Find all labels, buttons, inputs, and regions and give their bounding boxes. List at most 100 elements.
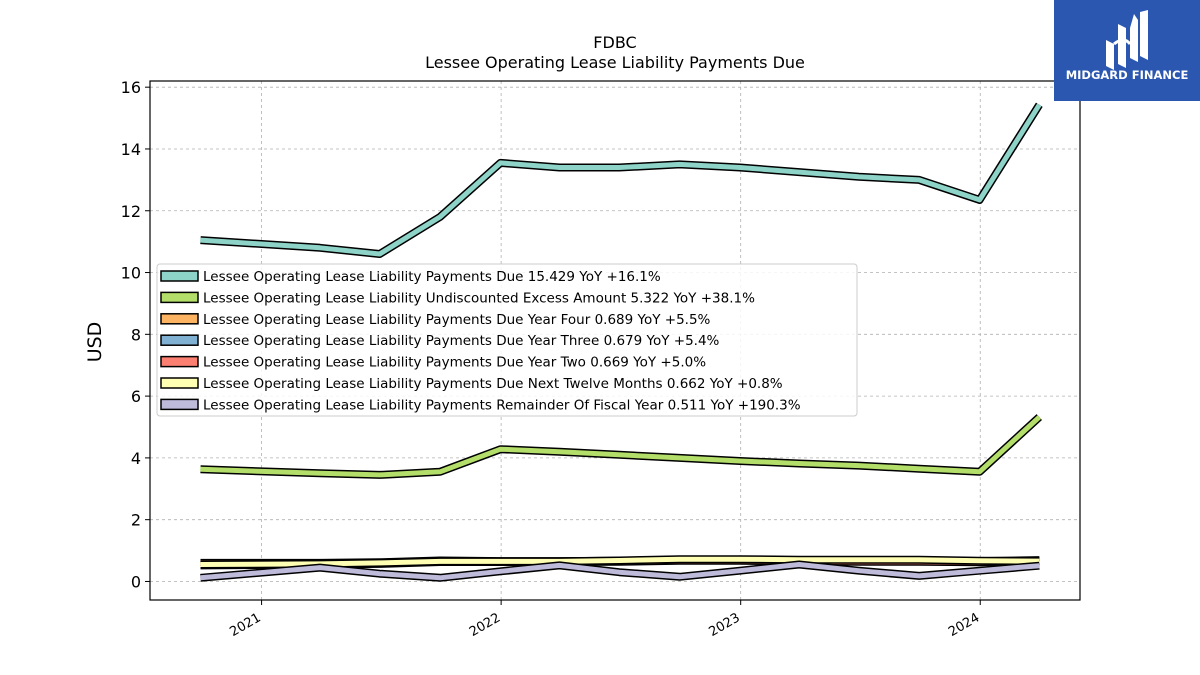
data-point bbox=[979, 199, 981, 201]
data-point bbox=[200, 564, 201, 565]
plot-frame bbox=[149, 80, 1081, 601]
series-0 bbox=[200, 102, 1043, 258]
data-point bbox=[1038, 416, 1040, 418]
data-point bbox=[798, 559, 800, 561]
data-point bbox=[559, 167, 560, 168]
data-point bbox=[559, 564, 560, 566]
legend-swatch bbox=[160, 334, 199, 346]
series-line bbox=[200, 562, 1040, 581]
data-point bbox=[798, 463, 800, 464]
legend-swatch bbox=[160, 398, 199, 411]
data-point bbox=[500, 448, 501, 450]
legend-entry: Lessee Operating Lease Liability Payment… bbox=[203, 269, 661, 285]
midgard-finance-logo: MIDGARD FINANCE bbox=[1054, 0, 1200, 101]
data-point bbox=[858, 176, 860, 178]
data-point bbox=[679, 457, 681, 459]
legend-entry: Lessee Operating Lease Liability Payment… bbox=[203, 376, 783, 392]
x-tick-label: 2024 bbox=[946, 610, 982, 640]
data-point bbox=[439, 216, 441, 218]
series-1 bbox=[200, 414, 1043, 479]
data-point bbox=[979, 471, 981, 473]
legend: Lessee Operating Lease Liability Payment… bbox=[156, 263, 858, 417]
data-point bbox=[500, 560, 501, 562]
logo-mark-icon bbox=[1106, 10, 1148, 70]
x-tick-label: 2021 bbox=[227, 610, 263, 640]
data-point bbox=[379, 573, 381, 575]
series-line bbox=[200, 556, 1040, 567]
data-point bbox=[618, 571, 620, 573]
legend-swatch bbox=[160, 377, 199, 389]
legend-entry: Lessee Operating Lease Liability Undisco… bbox=[203, 290, 755, 306]
y-tick-label: 2 bbox=[131, 511, 141, 530]
data-point bbox=[739, 558, 741, 560]
data-point bbox=[200, 577, 201, 579]
data-point bbox=[379, 562, 381, 564]
data-point bbox=[858, 559, 860, 561]
legend-entry: Lessee Operating Lease Liability Payment… bbox=[203, 312, 711, 328]
data-point bbox=[319, 567, 321, 569]
y-tick-label: 6 bbox=[131, 387, 141, 406]
data-point bbox=[739, 570, 741, 572]
data-point bbox=[679, 163, 681, 165]
data-point bbox=[1038, 104, 1040, 106]
data-point bbox=[379, 253, 381, 255]
y-axis-label: USD bbox=[84, 322, 106, 363]
y-tick-label: 0 bbox=[131, 572, 141, 591]
data-point bbox=[918, 468, 920, 470]
chart-subtitle: Lessee Operating Lease Liability Payment… bbox=[425, 53, 805, 72]
data-point bbox=[798, 171, 800, 173]
series-line bbox=[200, 103, 1042, 257]
data-point bbox=[918, 559, 920, 561]
data-point bbox=[618, 454, 620, 456]
legend-swatch bbox=[160, 313, 199, 325]
data-point bbox=[559, 451, 560, 453]
logo-text: MIDGARD FINANCE bbox=[1065, 68, 1189, 82]
data-point bbox=[500, 162, 501, 164]
y-tick-label: 10 bbox=[121, 264, 141, 283]
legend-entry: Lessee Operating Lease Liability Payment… bbox=[203, 355, 706, 371]
data-point bbox=[439, 560, 441, 562]
y-tick-label: 12 bbox=[121, 202, 141, 221]
data-point bbox=[1038, 560, 1040, 562]
data-point bbox=[858, 465, 860, 467]
y-tick-label: 8 bbox=[131, 325, 141, 344]
data-point bbox=[739, 460, 741, 462]
data-point bbox=[918, 179, 920, 181]
x-tick-label: 2023 bbox=[707, 610, 743, 640]
series-6 bbox=[200, 560, 1040, 582]
data-point bbox=[379, 474, 381, 476]
chart-title: FDBC bbox=[593, 33, 636, 52]
data-point bbox=[439, 471, 441, 473]
legend-entry: Lessee Operating Lease Liability Payment… bbox=[203, 333, 720, 349]
data-point bbox=[618, 167, 620, 168]
legend-swatch bbox=[160, 291, 199, 304]
data-point bbox=[500, 570, 501, 572]
data-point bbox=[798, 564, 800, 565]
data-point bbox=[319, 472, 321, 474]
data-point bbox=[979, 560, 981, 562]
data-point bbox=[679, 558, 681, 560]
y-tick-label: 4 bbox=[131, 449, 141, 468]
data-point bbox=[200, 468, 201, 470]
series-lines bbox=[200, 102, 1043, 582]
legend-swatch bbox=[160, 355, 199, 368]
data-point bbox=[1038, 565, 1040, 567]
data-point bbox=[439, 577, 441, 579]
data-point bbox=[679, 576, 681, 578]
data-point bbox=[319, 247, 321, 249]
series-line bbox=[200, 415, 1041, 478]
data-point bbox=[918, 575, 920, 577]
x-tick-label: 2022 bbox=[467, 610, 503, 640]
y-tick-label: 16 bbox=[121, 78, 141, 97]
data-point bbox=[200, 239, 201, 241]
data-point bbox=[858, 570, 860, 572]
x-axis-ticks: 2021 2022 2023 2024 bbox=[227, 600, 982, 640]
legend-box bbox=[156, 263, 858, 417]
data-point bbox=[739, 167, 741, 168]
legend-swatch bbox=[160, 270, 199, 282]
data-point bbox=[979, 570, 981, 572]
data-point bbox=[618, 560, 620, 561]
y-axis-ticks: 0 2 4 6 8 10 12 14 16 bbox=[121, 78, 150, 591]
legend-entry: Lessee Operating Lease Liability Payment… bbox=[203, 397, 801, 413]
